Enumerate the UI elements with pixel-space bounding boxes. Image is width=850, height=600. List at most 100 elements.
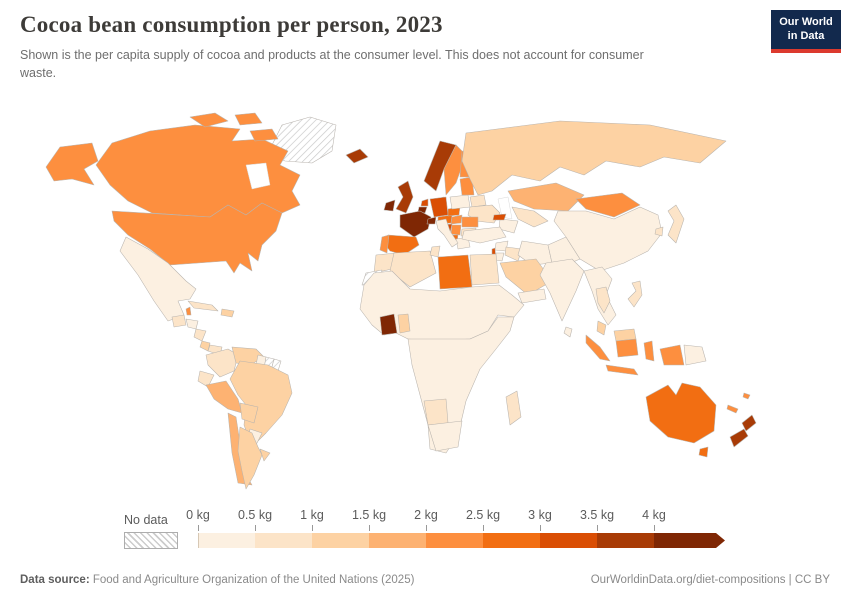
legend-tick-label: 2 kg [414, 508, 438, 522]
legend-no-data-label: No data [124, 513, 168, 527]
country-colombia[interactable] [205, 348, 239, 378]
owid-logo-line2: in Data [787, 29, 825, 42]
country-sulawesi[interactable] [643, 340, 655, 362]
country-tasmania[interactable] [698, 446, 709, 458]
country-romania[interactable] [461, 216, 479, 228]
country-borneo-indonesia[interactable] [615, 338, 639, 358]
country-south-africa[interactable] [427, 420, 463, 452]
country-mexico[interactable] [119, 236, 197, 322]
country-south-korea[interactable] [654, 226, 664, 237]
country-malaysia-peninsula[interactable] [596, 320, 607, 336]
country-java[interactable] [605, 364, 639, 376]
legend-tick-label: 4 kg [642, 508, 666, 522]
country-iran[interactable] [517, 240, 553, 266]
country-new-caledonia[interactable] [726, 404, 739, 414]
country-iceland[interactable] [345, 148, 369, 164]
legend-color-segment[interactable] [483, 533, 541, 548]
country-saudi-arabia[interactable] [499, 258, 553, 296]
legend-tick-mark [312, 525, 313, 531]
country-france[interactable] [399, 210, 432, 238]
country-india[interactable] [539, 258, 585, 322]
country-sri-lanka[interactable] [563, 326, 573, 338]
country-canada-island[interactable] [189, 112, 229, 128]
legend-color-segment[interactable] [540, 533, 598, 548]
country-fiji[interactable] [742, 392, 751, 400]
country-australia[interactable] [645, 382, 717, 444]
country-alaska[interactable] [45, 142, 99, 186]
country-new-zealand-south[interactable] [729, 428, 749, 448]
legend-color-segment[interactable] [597, 533, 655, 548]
country-netherlands[interactable] [420, 198, 429, 207]
legend-tick-mark [540, 525, 541, 531]
country-turkey[interactable] [461, 226, 507, 244]
country-italy[interactable] [435, 218, 459, 248]
country-cote-divoire[interactable] [379, 313, 398, 336]
country-canada-island[interactable] [234, 112, 263, 126]
country-bolivia[interactable] [239, 402, 259, 424]
country-hispaniola[interactable] [220, 308, 235, 318]
country-belarus[interactable] [469, 194, 487, 208]
country-mongolia[interactable] [575, 192, 641, 218]
legend-color-segment[interactable] [426, 533, 484, 548]
owid-attribution-link[interactable]: OurWorldinData.org/diet-compositions | C… [590, 574, 830, 586]
country-yemen[interactable] [517, 288, 547, 304]
country-libya[interactable] [437, 254, 473, 290]
legend-no-data[interactable]: No data [124, 513, 178, 549]
legend-color-segment[interactable] [255, 533, 313, 548]
legend-color-segment[interactable] [312, 533, 370, 548]
country-baltics[interactable] [459, 176, 475, 196]
country-canada-island[interactable] [249, 128, 279, 142]
country-turkmenistan[interactable] [498, 218, 519, 234]
country-madagascar[interactable] [505, 390, 522, 426]
country-switzerland[interactable] [426, 216, 437, 225]
country-united-kingdom[interactable] [395, 180, 414, 214]
legend-color-segment[interactable] [198, 533, 257, 548]
country-kazakhstan[interactable] [507, 182, 585, 212]
country-portugal[interactable] [379, 234, 390, 254]
country-guatemala[interactable] [171, 314, 187, 328]
owid-logo[interactable]: Our World in Data [771, 10, 841, 53]
country-namibia[interactable] [423, 398, 449, 426]
legend-tick-label: 0.5 kg [237, 508, 273, 522]
chart-header: Cocoa bean consumption per person, 2023 … [20, 12, 750, 82]
legend-tick-label: 2.5 kg [465, 508, 501, 522]
country-nicaragua[interactable] [193, 328, 207, 342]
country-west-papua[interactable] [659, 344, 685, 366]
legend-no-data-swatch[interactable] [124, 532, 178, 549]
country-thailand[interactable] [595, 286, 611, 314]
legend-tick-mark [654, 525, 655, 531]
country-ghana[interactable] [397, 313, 411, 334]
country-new-zealand-north[interactable] [741, 414, 757, 432]
country-belize[interactable] [185, 306, 192, 316]
country-argentina[interactable] [237, 426, 263, 490]
legend-color-segment[interactable] [369, 533, 427, 548]
chart-footer: Data source: Food and Agriculture Organi… [20, 574, 830, 586]
country-ireland[interactable] [383, 199, 396, 212]
country-poland[interactable] [449, 194, 471, 210]
country-central-asia[interactable] [511, 206, 549, 228]
country-algeria[interactable] [389, 250, 437, 288]
country-canada[interactable] [95, 124, 301, 218]
country-sumatra[interactable] [585, 334, 611, 362]
chart-subtitle: Shown is the per capita supply of cocoa … [20, 48, 644, 81]
country-brazil[interactable] [229, 360, 293, 448]
country-japan[interactable] [667, 204, 685, 244]
country-uruguay[interactable] [259, 448, 271, 462]
country-philippines[interactable] [627, 280, 643, 308]
country-cuba[interactable] [187, 300, 219, 312]
country-germany[interactable] [429, 196, 449, 218]
country-papua-new-guinea[interactable] [683, 344, 707, 366]
country-hungary[interactable] [450, 214, 463, 225]
legend-tick-mark [483, 525, 484, 531]
country-honduras[interactable] [185, 318, 199, 330]
country-georgia[interactable] [492, 213, 507, 221]
legend-color-bins[interactable]: 0 kg 0.5 kg 1 kg 1.5 kg 2 kg 2.5 kg 3 kg 3.5 kg… [186, 508, 725, 549]
country-united-states[interactable] [111, 202, 283, 274]
country-china[interactable] [553, 206, 663, 272]
country-egypt[interactable] [469, 253, 500, 286]
country-tunisia[interactable] [429, 245, 441, 258]
legend-tick-mark [255, 525, 256, 531]
country-russia[interactable] [461, 120, 727, 196]
legend-color-segment[interactable] [654, 533, 725, 548]
country-serbia[interactable] [450, 224, 462, 236]
